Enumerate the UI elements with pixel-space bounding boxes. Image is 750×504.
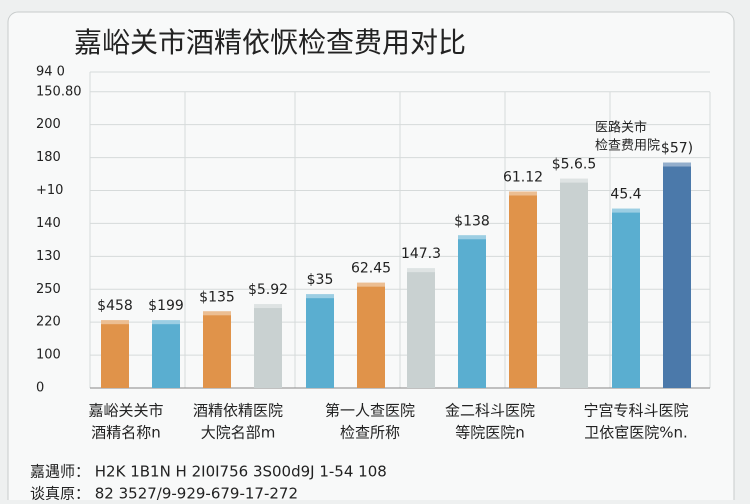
- bar-highlight: [203, 311, 231, 316]
- footer-line: 嘉遇师： H2K 1B1N H 2I0I756 3S00d9J 1-54 108: [30, 463, 387, 481]
- y-tick-label: 100: [36, 348, 61, 363]
- bar: [203, 311, 231, 388]
- x-group-label: 第一人查医院: [325, 402, 415, 420]
- bar: [101, 320, 129, 388]
- bar-highlight: [152, 320, 180, 325]
- y-tick-label: 220: [36, 315, 61, 330]
- y-tick-label: +10: [36, 183, 63, 198]
- bar-highlight: [458, 235, 486, 240]
- bar: [458, 235, 486, 388]
- bar-label: $35: [307, 272, 334, 288]
- bar-label: $57): [661, 141, 693, 157]
- y-tick-label: 140: [36, 216, 61, 231]
- bar: [560, 178, 588, 388]
- bar-highlight: [306, 294, 334, 299]
- bar: [509, 191, 537, 388]
- bar-label: $138: [454, 213, 490, 229]
- bar-highlight: [612, 208, 640, 213]
- x-group-label: 酒精名称n: [91, 424, 161, 442]
- x-group-label: 酒精依精医院: [193, 402, 283, 420]
- bar: [254, 304, 282, 388]
- y-tick-label: 0: [36, 381, 44, 396]
- annotation: 检查费用院: [595, 139, 660, 154]
- bar-label: 61.12: [503, 169, 543, 185]
- x-group-label: 大院名部m: [201, 424, 276, 442]
- bar: [407, 268, 435, 388]
- x-group-label: 检查所称: [340, 424, 400, 442]
- y-tick-label: 200: [36, 117, 61, 132]
- y-tick-label: 180: [36, 150, 61, 165]
- x-group-label: 嘉峪关关市: [88, 402, 163, 420]
- chart-title: 嘉峪关市酒精依恹检查费用对比: [74, 26, 466, 59]
- bar-label: $135: [199, 289, 235, 305]
- y-tick-label: 130: [36, 249, 61, 264]
- bar-label: $5.6.5: [552, 157, 597, 173]
- bar-highlight: [663, 162, 691, 167]
- bar: [152, 320, 180, 388]
- vertical-grid: [89, 72, 711, 388]
- y-tick-label: 94 0: [36, 65, 65, 80]
- x-group-label: 等院医院n: [455, 424, 525, 442]
- bar-highlight: [509, 191, 537, 196]
- footer-line: 谈真原： 82 3527/9-929-679-17-272: [30, 485, 298, 501]
- y-tick-label: 250: [36, 282, 61, 297]
- bar-label: 45.4: [610, 187, 641, 203]
- x-group-label: 宁宫专科斗医院: [583, 402, 688, 420]
- bar-label: 62.45: [351, 261, 391, 277]
- bar-highlight: [560, 178, 588, 183]
- bar: [357, 282, 385, 388]
- bar-label: $5.92: [248, 282, 288, 298]
- bar-highlight: [254, 304, 282, 309]
- bar-highlight: [407, 268, 435, 273]
- bar: [612, 208, 640, 388]
- x-group-label: 金二科斗医院: [445, 402, 535, 420]
- bar-highlight: [101, 320, 129, 325]
- card: [7, 11, 735, 504]
- bar-label: $458: [97, 298, 133, 314]
- bar: [306, 294, 334, 388]
- bar-highlight: [357, 282, 385, 287]
- bar-label: 147.3: [401, 246, 441, 262]
- annotation: 医路关市: [595, 120, 647, 136]
- bar-label: $199: [148, 298, 184, 314]
- x-group-label: 卫依宦医院%n.: [584, 424, 688, 442]
- y-tick-label: 150.80: [36, 84, 82, 99]
- bar: [663, 162, 691, 388]
